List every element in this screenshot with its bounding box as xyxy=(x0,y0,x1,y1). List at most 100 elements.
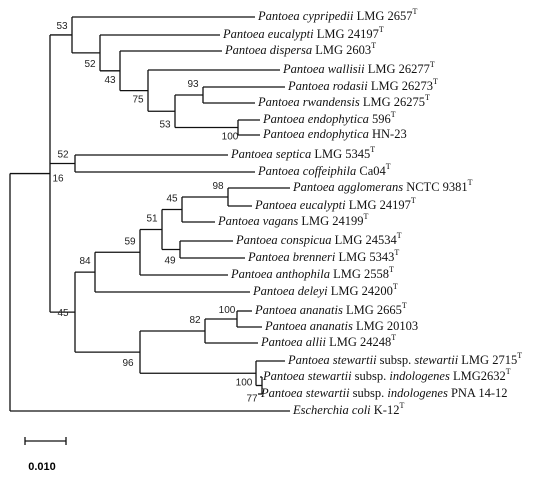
taxon-name: Pantoea dispersa xyxy=(224,43,312,57)
taxon-name: Pantoea allii xyxy=(260,335,326,349)
taxon-name: Pantoea endophytica xyxy=(262,127,369,141)
leaf-label: Pantoea agglomerans NCTC 9381T xyxy=(292,178,473,194)
leaf-label: Pantoea septica LMG 5345T xyxy=(230,145,375,161)
type-strain: T xyxy=(430,60,435,69)
rank: subsp. xyxy=(380,353,412,367)
taxon-name: Escherchia coli xyxy=(292,403,371,417)
strain: Ca04 xyxy=(359,164,386,178)
leaf-label: Pantoea ananatis LMG 20103 xyxy=(264,319,418,333)
strain: LMG 5345 xyxy=(314,147,370,161)
taxon-name: Pantoea cypripedii xyxy=(257,9,354,23)
bootstrap-value: 52 xyxy=(57,150,69,161)
leaf-label: Pantoea rodasii LMG 26273T xyxy=(287,77,438,93)
leaf-label: Pantoea stewartii subsp. stewartii LMG 2… xyxy=(287,351,522,367)
leaf-label: Escherchia coli K-12T xyxy=(292,401,404,417)
taxon-name: Pantoea ananatis xyxy=(254,303,343,317)
strain: HN-23 xyxy=(372,127,407,141)
strain: LMG 24534 xyxy=(335,233,398,247)
strain: LMG 5343 xyxy=(339,250,395,264)
leaf-label: Pantoea coffeiphila Ca04T xyxy=(257,162,391,178)
type-strain: T xyxy=(397,231,402,240)
taxon-name: Pantoea septica xyxy=(230,147,311,161)
leaf-label: Pantoea rwandensis LMG 26275T xyxy=(257,93,430,109)
taxon-name: Pantoea stewartii xyxy=(260,386,350,400)
subspecies: indologenes xyxy=(389,369,450,383)
type-strain: T xyxy=(411,196,416,205)
bootstrap-value: 53 xyxy=(159,119,171,130)
type-strain: T xyxy=(371,41,376,50)
leaf-label: Pantoea conspicua LMG 24534T xyxy=(235,231,402,247)
bootstrap-value: 43 xyxy=(104,75,116,86)
taxon-name: Pantoea agglomerans xyxy=(292,180,403,194)
bootstrap-value: 96 xyxy=(122,358,134,369)
strain: 596 xyxy=(372,112,391,126)
bootstrap-value: 16 xyxy=(52,174,64,185)
bootstrap-value: 59 xyxy=(124,236,136,247)
strain: LMG 24199 xyxy=(301,214,363,228)
leaf-label: Pantoea deleyi LMG 24200T xyxy=(252,282,398,298)
type-strain: T xyxy=(468,178,473,187)
leaf-label: Pantoea allii LMG 24248T xyxy=(260,333,396,349)
leaf-label: Pantoea eucalypti LMG 24197T xyxy=(222,25,384,41)
type-strain: T xyxy=(394,248,399,257)
leaf-label: Pantoea cypripedii LMG 2657T xyxy=(257,7,418,23)
leaf-label: Pantoea brenneri LMG 5343T xyxy=(247,248,399,264)
type-strain: T xyxy=(370,145,375,154)
leaf-label: Pantoea vagans LMG 24199T xyxy=(217,212,368,228)
bootstrap-value: 51 xyxy=(146,214,158,225)
bootstrap-value: 77 xyxy=(246,394,258,405)
type-strain: T xyxy=(393,282,398,291)
strain: PNA 14-12 xyxy=(451,386,508,400)
type-strain: T xyxy=(402,301,407,310)
leaf-label: Pantoea endophytica HN-23 xyxy=(262,127,407,141)
strain: LMG 24200 xyxy=(331,284,393,298)
bootstrap-value: 93 xyxy=(187,79,199,90)
taxon-name: Pantoea rodasii xyxy=(287,79,368,93)
type-strain: T xyxy=(506,367,511,376)
strain: LMG 24197 xyxy=(317,27,379,41)
strain: LMG 2665 xyxy=(346,303,402,317)
leaf-label: Pantoea dispersa LMG 2603T xyxy=(224,41,376,57)
bootstrap-value: 75 xyxy=(132,95,144,106)
strain: LMG 24197 xyxy=(349,198,411,212)
strain: K-12 xyxy=(374,403,400,417)
leaf-label: Pantoea stewartii subsp. indologenes PNA… xyxy=(260,386,508,400)
taxon-name: Pantoea eucalypti xyxy=(222,27,314,41)
type-strain: T xyxy=(433,77,438,86)
bootstrap-value: 98 xyxy=(212,181,224,192)
bootstrap-value: 45 xyxy=(166,194,178,205)
strain: LMG 26277 xyxy=(368,62,430,76)
leaf-label: Pantoea anthophila LMG 2558T xyxy=(230,265,394,281)
strain: LMG 24248 xyxy=(329,335,391,349)
taxon-name: Pantoea conspicua xyxy=(235,233,331,247)
type-strain: T xyxy=(389,265,394,274)
type-strain: T xyxy=(379,25,384,34)
type-strain: T xyxy=(425,93,430,102)
bootstrap-value: 49 xyxy=(164,256,176,267)
bootstrap-value: 52 xyxy=(84,59,96,70)
rank: subsp. xyxy=(355,369,387,383)
type-strain: T xyxy=(386,162,391,171)
type-strain: T xyxy=(391,110,396,119)
type-strain: T xyxy=(391,333,396,342)
subspecies: indologenes xyxy=(387,386,448,400)
bootstrap-value: 45 xyxy=(57,308,69,319)
taxon-name: Pantoea brenneri xyxy=(247,250,336,264)
type-strain: T xyxy=(413,7,418,16)
taxon-name: Pantoea anthophila xyxy=(230,267,330,281)
taxon-name: Pantoea ananatis xyxy=(264,319,353,333)
leaf-label: Pantoea wallisii LMG 26277T xyxy=(282,60,435,76)
bootstrap-value: 100 xyxy=(236,377,253,388)
taxon-name: Pantoea stewartii xyxy=(287,353,377,367)
taxon-name: Pantoea deleyi xyxy=(252,284,328,298)
taxon-name: Pantoea coffeiphila xyxy=(257,164,356,178)
type-strain: T xyxy=(517,351,522,360)
strain: NCTC 9381 xyxy=(406,180,467,194)
strain: LMG2632 xyxy=(453,369,506,383)
taxon-name: Pantoea vagans xyxy=(217,214,298,228)
subspecies: stewartii xyxy=(414,353,458,367)
taxon-name: Pantoea endophytica xyxy=(262,112,369,126)
taxon-name: Pantoea stewartii xyxy=(262,369,352,383)
